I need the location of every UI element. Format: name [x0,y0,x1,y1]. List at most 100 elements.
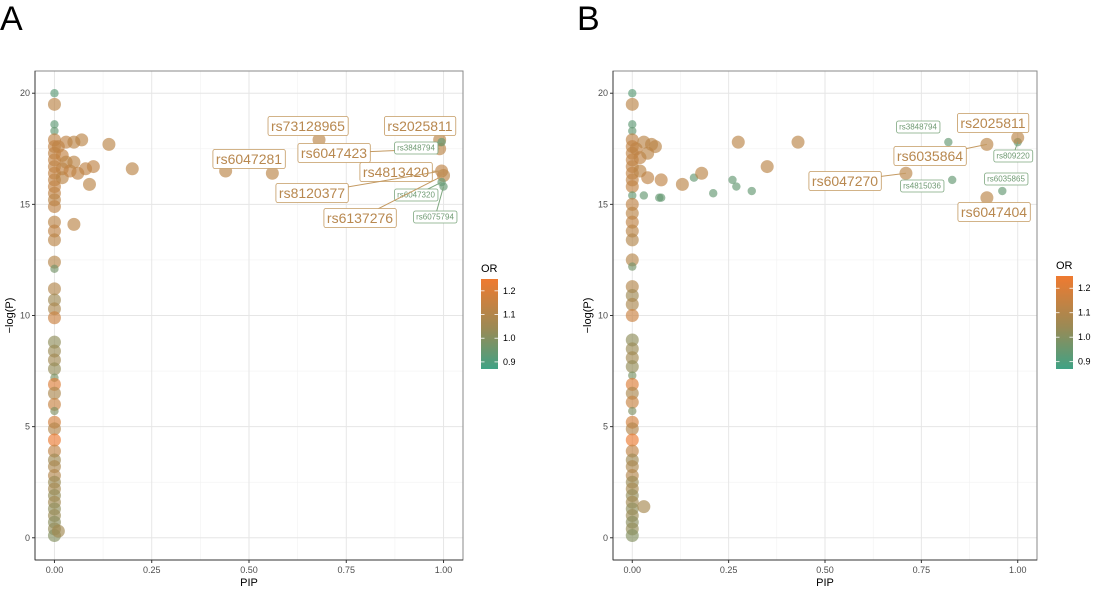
data-point [625,333,639,347]
y-tick-label: 0 [603,533,608,543]
annotation-label: rs6047281 [216,151,282,167]
y-tick-label: 5 [25,422,30,432]
data-point [47,282,61,296]
annotation-label: rs4815036 [903,182,941,191]
data-point [625,233,639,247]
annotation-label: rs8120377 [279,185,345,201]
x-tick-label: 0.00 [624,565,642,575]
data-point [709,189,718,198]
data-point [980,191,994,205]
annotation-label: rs4813420 [363,164,429,180]
data-point [67,217,81,231]
annotation-box [359,162,433,182]
x-tick-label: 1.00 [435,565,453,575]
annotation-label: rs73128965 [271,118,345,134]
panel-letter-b: B [577,0,600,38]
annotation-box [297,143,371,163]
data-point [50,264,59,274]
data-point [86,160,100,174]
data-point [625,433,639,447]
y-axis-title: −log(P) [582,298,594,334]
data-point [47,224,61,238]
data-point [628,89,637,98]
data-point [47,97,61,111]
data-point [656,193,666,202]
data-point [625,444,639,458]
data-point [628,371,637,380]
data-point [47,344,61,358]
annotation-label: rs809220 [996,152,1030,161]
x-tick-label: 0.00 [46,565,64,575]
annotation-label: rs2025811 [960,115,1025,131]
data-point [625,97,639,111]
data-point [625,197,639,211]
data-point [625,180,639,194]
data-point [50,120,59,129]
data-point [47,444,61,458]
y-tick-label: 15 [20,199,30,209]
x-axis-title: PIP [240,577,258,589]
annotation-box [212,149,286,169]
data-point [625,377,639,391]
data-point [637,500,651,514]
colorbar-tick-label: 1.1 [503,310,516,320]
data-point [625,386,639,400]
x-tick-label: 0.75 [338,565,356,575]
data-point [747,186,756,196]
data-point [82,177,96,191]
annotation-box [896,120,941,134]
points-layer [625,89,1025,543]
data-point [728,175,737,185]
annotation-box [893,146,967,166]
annotation-label: rs6047423 [301,145,367,161]
data-point [51,524,65,538]
data-point [944,137,953,147]
data-point [760,160,774,174]
y-axis-title: −log(P) [4,298,16,334]
data-point [732,182,741,191]
colorbar [481,279,498,369]
data-point [265,166,279,180]
annotation-label: rs6035865 [987,175,1025,184]
data-point [47,255,61,269]
data-point [47,311,61,325]
data-point [50,406,59,416]
annotation-label: rs6047320 [397,191,435,200]
data-point [625,460,639,474]
data-point [628,120,637,129]
annotation-box [384,116,457,136]
annotation-box [267,116,349,136]
data-point [47,233,61,247]
data-point [125,162,139,176]
data-point [654,173,668,187]
y-tick-label: 5 [603,422,608,432]
data-point [47,302,61,316]
annotation-box [323,208,397,228]
data-point [695,166,709,180]
x-tick-label: 0.75 [913,565,931,575]
data-point [625,351,639,365]
data-point [47,397,61,411]
data-point [625,253,639,267]
annotation-box [394,141,439,155]
annotation-box [808,171,882,191]
data-point [948,175,957,185]
data-point [641,171,655,185]
data-point [625,422,639,436]
data-point [47,386,61,400]
data-point [628,262,637,271]
data-point [625,280,639,294]
colorbar [1056,276,1073,369]
y-tick-label: 15 [598,199,608,209]
panel-a: rs73128965 rs2025811 rs6047281 rs6047423 rs3… [4,70,516,589]
data-point [625,529,639,543]
annotation-label: rs6137276 [327,210,393,226]
annotation-box [413,210,458,224]
data-point [648,140,662,154]
annotation-label: rs6047270 [812,173,878,189]
y-tick-label: 20 [598,88,608,98]
data-point [1011,131,1025,145]
panel-b: rs3848794 rs2025811 rs6035864 rs809220 rs604… [582,70,1091,589]
data-point [625,288,639,302]
legend-title: OR [1056,260,1073,272]
